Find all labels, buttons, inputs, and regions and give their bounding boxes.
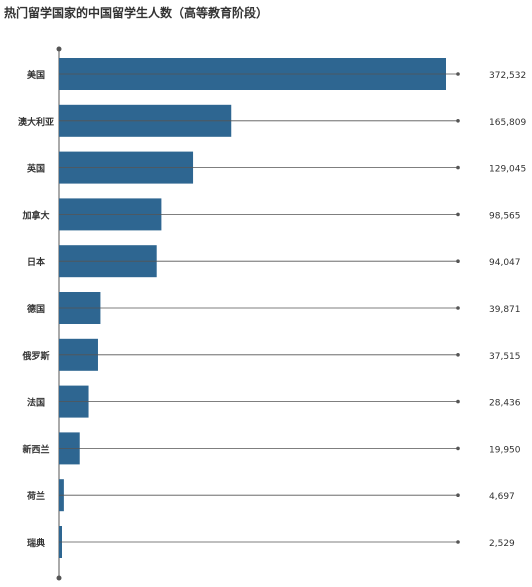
reference-dot-5 (456, 259, 460, 264)
category-label-1: 美国 (27, 69, 45, 81)
category-label-8: 法国 (27, 397, 45, 409)
value-label-7: 37,515 (489, 352, 521, 362)
reference-dot-11 (456, 540, 460, 544)
value-label-9: 19,950 (489, 445, 521, 455)
category-label-10: 荷兰 (26, 490, 45, 502)
value-label-11: 2,529 (489, 539, 515, 549)
value-label-10: 4,697 (489, 492, 515, 502)
value-label-4: 98,565 (489, 211, 521, 221)
reference-dot-1 (456, 72, 460, 76)
category-label-2: 澳大利亚 (18, 116, 54, 128)
value-label-5: 94,047 (489, 258, 521, 268)
category-label-9: 新西兰 (22, 443, 49, 455)
reference-dot-8 (456, 399, 460, 404)
reference-dot-7 (456, 353, 460, 357)
category-label-11: 瑞典 (27, 537, 45, 549)
category-label-6: 德国 (27, 303, 45, 315)
y-axis-bottom-dot (56, 575, 62, 581)
chart-title: 热门留学国家的中国留学生人数（高等教育阶段） (4, 6, 269, 20)
reference-dot-3 (456, 165, 460, 170)
category-label-3: 英国 (26, 163, 45, 175)
reference-dot-4 (456, 212, 460, 217)
y-axis-top-dot (56, 46, 62, 52)
category-label-7: 俄罗斯 (21, 350, 49, 362)
reference-dot-10 (456, 493, 460, 498)
value-label-1: 372,532 (489, 71, 526, 81)
value-label-8: 28,436 (489, 399, 521, 409)
reference-dot-6 (456, 306, 460, 310)
value-label-6: 39,871 (489, 305, 521, 315)
category-label-4: 加拿大 (21, 209, 49, 221)
reference-dot-9 (456, 446, 460, 451)
category-label-5: 日本 (27, 256, 46, 268)
value-label-2: 165,809 (489, 118, 526, 128)
reference-dot-2 (456, 119, 460, 123)
value-label-3: 129,045 (489, 165, 526, 175)
